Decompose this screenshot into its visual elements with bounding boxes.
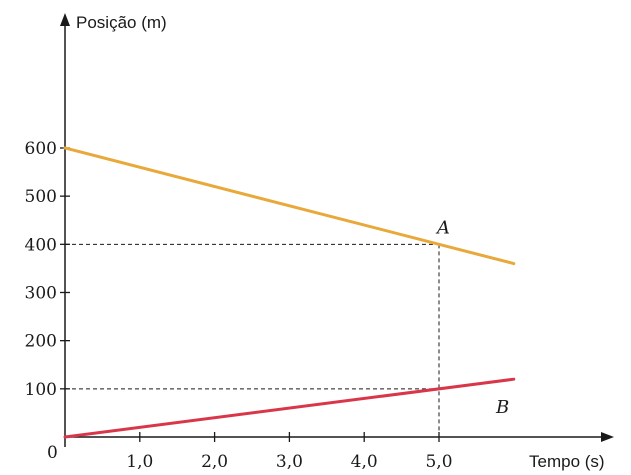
x-tick-label: 5,0 (425, 452, 452, 472)
series-label-a: A (435, 217, 450, 238)
x-axis-title: Tempo (s) (529, 452, 605, 471)
origin-label: 0 (47, 443, 58, 463)
x-tick-label: 3,0 (276, 452, 303, 472)
labels: Posição (m) Tempo (s) 0 (47, 13, 605, 471)
x-tick-label: 2,0 (201, 452, 228, 472)
series-line-a (63, 146, 516, 266)
y-tick-label: 300 (25, 283, 57, 303)
ticks: 1,0 2,0 3,0 4,0 5,0 100 200 300 400 500 600 (25, 139, 453, 472)
series-label-b: B (495, 397, 509, 418)
guide-lines (65, 243, 440, 437)
y-tick-label: 500 (25, 187, 57, 207)
y-tick-label: 100 (25, 380, 57, 400)
series-line-b (63, 377, 516, 439)
axes (60, 13, 614, 447)
x-axis-arrow-icon (601, 432, 614, 442)
series: AB (63, 146, 516, 439)
y-tick-label: 600 (25, 139, 57, 159)
y-tick-label: 200 (25, 332, 57, 352)
x-tick-label: 4,0 (351, 452, 378, 472)
y-tick-label: 400 (25, 235, 57, 255)
y-axis-title: Posição (m) (76, 13, 167, 32)
x-tick-label: 1,0 (126, 452, 153, 472)
y-axis-arrow-icon (60, 13, 70, 26)
